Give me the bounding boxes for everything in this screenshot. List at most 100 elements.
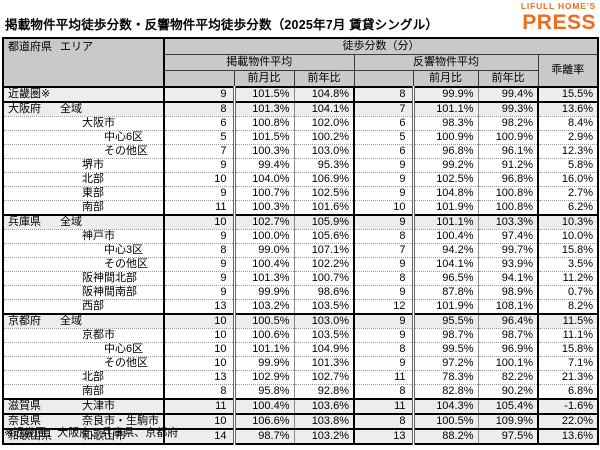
response-yoy-value: 96.9% [478,342,539,357]
listed-mom-value: 101.1% [234,342,295,357]
area-label: 東部 [82,187,104,199]
divergence-value: 8.4% [538,116,599,131]
table-row: 中心6区 5 101.5% 100.2% 5 100.9% 100.9% 2.9… [3,130,599,145]
walk-minutes-table: 都道府県 エリア 徒歩分数（分） 掲載物件平均 反響物件平均 乖離率 前月比 前年… [2,37,600,445]
divergence-value: 10.0% [538,229,599,244]
response-walk-value: 13 [354,429,415,444]
area-label: 全域 [60,103,82,115]
header-listed-yoy: 前年比 [293,70,355,88]
response-yoy-value: 98.7% [478,328,539,343]
listed-mom-value: 100.4% [234,257,295,272]
table-row: 京都府 全域 10 100.5% 103.0% 9 95.5% 96.4% 11.… [3,314,599,329]
area-label: 京都市 [82,329,115,341]
response-mom-value: 101.1% [413,215,479,230]
response-yoy-value: 97.5% [478,429,539,444]
table-row: 大阪府 全域 8 101.3% 104.1% 7 101.1% 99.3% 13.… [3,102,599,117]
listed-walk-value: 10 [164,414,236,429]
listed-yoy-value: 104.9% [294,342,355,357]
listed-yoy-value: 92.8% [294,384,355,399]
response-yoy-value: 98.9% [478,285,539,300]
response-mom-value: 100.5% [413,414,479,429]
table-row: 阪神間南部 9 99.9% 98.6% 9 87.8% 98.9% 0.7% [3,285,599,300]
listed-yoy-value: 102.7% [294,370,355,385]
response-walk-value: 7 [354,243,415,258]
divergence-value: -1.6% [538,399,599,414]
response-walk-value: 8 [354,229,415,244]
table-row: 阪神間北部 9 101.3% 100.7% 8 96.5% 94.1% 11.2… [3,271,599,286]
divergence-value: 2.9% [538,130,599,145]
area-label: 堺市 [82,159,104,171]
response-walk-value: 11 [354,370,415,385]
listed-walk-value: 10 [164,328,236,343]
area-label: 全域 [60,216,82,228]
table-row: 北部 13 102.9% 102.7% 11 78.3% 82.2% 21.3% [3,370,599,385]
listed-yoy-value: 102.5% [294,186,355,201]
response-walk-value: 9 [354,356,415,371]
header-prefecture-label: 都道府県 [8,41,52,53]
table-row: 大阪市 6 100.8% 102.0% 6 98.3% 98.2% 8.4% [3,116,599,131]
listed-mom-value: 106.6% [234,414,295,429]
listed-walk-value: 10 [164,215,236,230]
table-row: 京都市 10 100.6% 103.5% 9 98.7% 98.7% 11.1% [3,328,599,343]
table-row: その他区 9 100.4% 102.2% 9 104.1% 93.9% 3.5% [3,257,599,272]
table-row: 兵庫県 全域 10 102.7% 105.9% 9 101.1% 103.3% 1… [3,215,599,230]
listed-walk-value: 9 [164,158,236,173]
listed-mom-value: 99.4% [234,158,295,173]
divergence-value: 11.5% [538,314,599,329]
table-row: 中心3区 8 99.0% 107.1% 7 94.2% 99.7% 15.8% [3,243,599,258]
table-row: その他区 10 99.9% 101.3% 9 97.2% 100.1% 7.1% [3,356,599,371]
area-label: 奈良市・生駒市 [82,415,159,427]
response-mom-value: 101.9% [413,299,479,314]
header-response-yoy: 前年比 [477,70,539,88]
table-row: 東部 9 100.7% 102.5% 9 104.8% 100.8% 2.7% [3,186,599,201]
response-yoy-value: 100.9% [478,130,539,145]
table-body: 近畿圏※ 9 101.5% 104.8% 8 99.9% 99.4% 15.5%… [3,87,599,444]
table-row: 西部 13 103.2% 103.5% 12 101.9% 108.1% 8.2… [3,299,599,314]
header-listed-average: 掲載物件平均 [163,54,355,71]
listed-mom-value: 95.8% [234,384,295,399]
listed-walk-value: 9 [164,186,236,201]
table-row: 堺市 9 99.4% 95.3% 9 99.2% 91.2% 5.8% [3,158,599,173]
area-label: その他区 [104,357,148,369]
table-header: 都道府県 エリア 徒歩分数（分） 掲載物件平均 反響物件平均 乖離率 前月比 前年… [2,37,599,88]
listed-yoy-value: 101.6% [294,200,355,215]
listed-mom-value: 101.5% [234,87,295,102]
area-label: その他区 [104,258,148,270]
response-mom-value: 99.5% [413,342,479,357]
listed-yoy-value: 103.2% [294,429,355,444]
area-label: 中心3区 [104,244,144,256]
response-yoy-value: 96.4% [478,314,539,329]
response-yoy-value: 98.2% [478,116,539,131]
listed-yoy-value: 100.7% [294,271,355,286]
area-label: 全域 [60,315,82,327]
response-mom-value: 88.2% [413,429,479,444]
listed-walk-value: 13 [164,299,236,314]
listed-mom-value: 100.0% [234,229,295,244]
table-row: 南部 8 95.8% 92.8% 8 82.8% 90.2% 6.8% [3,384,599,399]
listed-mom-value: 100.8% [234,116,295,131]
response-yoy-value: 100.1% [478,356,539,371]
divergence-value: 21.3% [538,370,599,385]
response-walk-value: 5 [354,130,415,145]
table-row: その他区 7 100.3% 103.0% 6 96.8% 96.1% 12.3% [3,144,599,159]
listed-mom-value: 102.7% [234,215,295,230]
divergence-value: 6.2% [538,200,599,215]
response-mom-value: 99.2% [413,158,479,173]
listed-walk-value: 8 [164,102,236,117]
lifull-homes-press-logo[interactable]: LIFULL HOME'S PRESS [521,2,596,33]
listed-mom-value: 100.6% [234,328,295,343]
listed-yoy-value: 104.8% [294,87,355,102]
response-mom-value: 97.2% [413,356,479,371]
response-mom-value: 101.9% [413,200,479,215]
divergence-value: 6.8% [538,384,599,399]
listed-walk-value: 8 [164,384,236,399]
divergence-value: 12.3% [538,144,599,159]
response-yoy-value: 96.1% [478,144,539,159]
listed-yoy-value: 103.8% [294,414,355,429]
listed-walk-value: 6 [164,116,236,131]
page-title: 掲載物件平均徒歩分数・反響物件平均徒歩分数（2025年7月 賃貸シングル） [5,18,439,32]
area-label: 中心6区 [104,343,144,355]
listed-walk-value: 9 [164,229,236,244]
header-walk-minutes: 徒歩分数（分） [163,37,599,55]
table-row: 近畿圏※ 9 101.5% 104.8% 8 99.9% 99.4% 15.5% [3,87,599,102]
